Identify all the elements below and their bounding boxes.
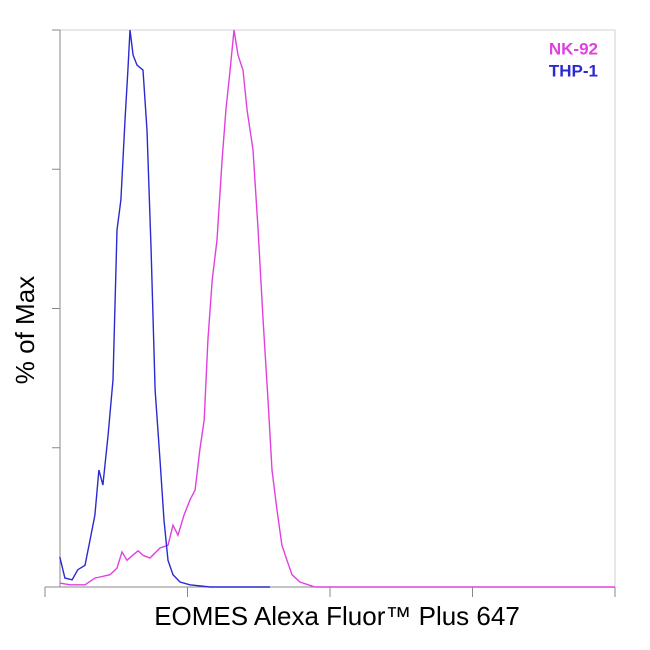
legend-entry: NK-92 xyxy=(549,39,598,58)
x-axis-title: EOMES Alexa Fluor™ Plus 647 xyxy=(154,601,520,631)
plot-frame xyxy=(59,29,616,588)
histogram-line xyxy=(59,29,270,588)
histogram-line xyxy=(59,29,615,588)
legend-entry: THP-1 xyxy=(549,61,598,80)
y-axis-title: % of Max xyxy=(10,276,40,384)
